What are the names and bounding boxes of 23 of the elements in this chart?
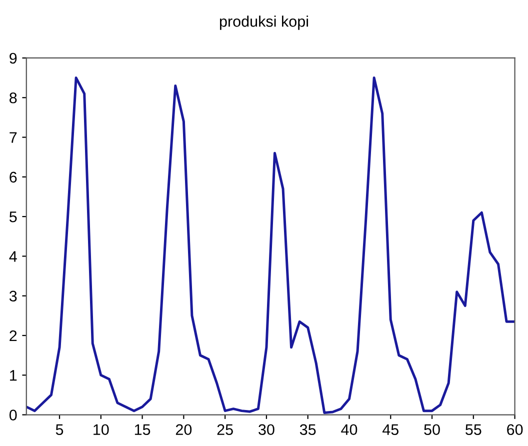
y-tick-label: 4 (9, 251, 17, 262)
x-tick-label: 35 (300, 424, 316, 436)
y-tick-label: 6 (10, 172, 17, 183)
x-tick-label: 30 (258, 424, 274, 436)
y-tick-label: 8 (10, 92, 17, 104)
y-tick-label: 7 (10, 132, 17, 143)
x-tick-label: 60 (507, 424, 523, 436)
y-tick-label: 3 (9, 290, 17, 302)
x-tick-label: 45 (382, 424, 398, 436)
x-tick-label: 5 (56, 424, 64, 436)
y-tick-label: 0 (9, 410, 17, 420)
y-tick-label: 2 (10, 330, 17, 342)
x-tick-label: 20 (176, 424, 192, 436)
x-tick-label: 10 (94, 424, 109, 436)
x-tick-label: 55 (466, 424, 482, 436)
y-tick-label: 5 (9, 212, 17, 222)
x-tick-label: 25 (217, 424, 233, 436)
y-tick-label: 9 (10, 52, 17, 64)
chart-title: produksi kopi (220, 16, 308, 30)
x-tick-label: 40 (341, 424, 358, 436)
x-tick-label: 15 (134, 424, 150, 436)
y-tick-label: 1 (10, 370, 17, 381)
x-tick-label: 50 (424, 424, 440, 436)
